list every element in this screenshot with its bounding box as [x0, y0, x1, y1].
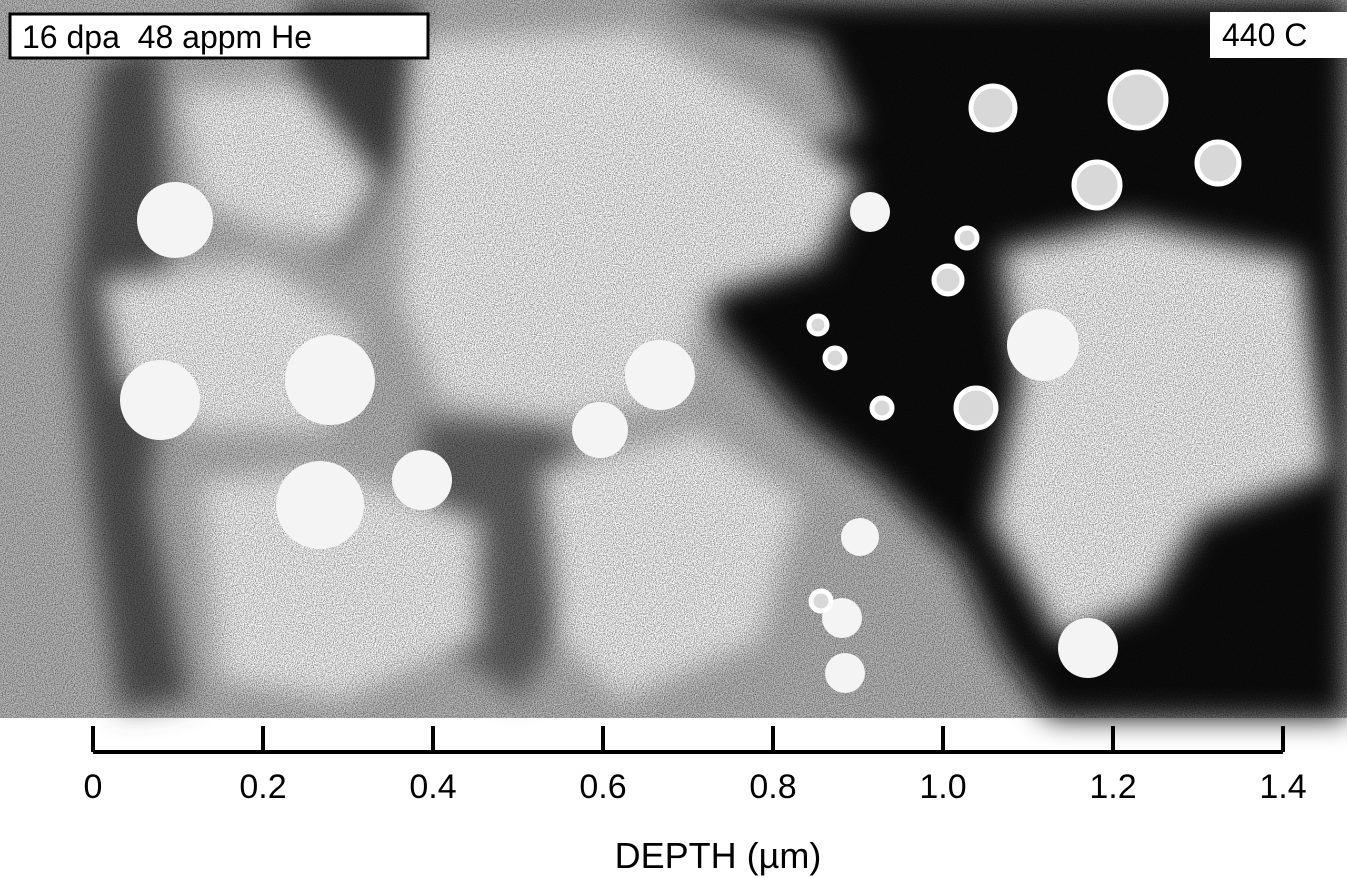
label-box: [8, 12, 430, 60]
scale-label: DEPTH (µm): [615, 835, 822, 876]
tick-label: 1.0: [919, 768, 966, 806]
tick-label: 0.4: [409, 768, 456, 806]
conditions-label: 16 dpa 48 appm He: [22, 19, 312, 55]
micrograph: [0, 0, 1347, 718]
tick-label: 0.2: [239, 768, 286, 806]
tick-label: 0: [84, 768, 103, 806]
tick-label: 0.6: [579, 768, 626, 806]
tick-label: 1.4: [1259, 768, 1306, 806]
tick-label: 0.8: [749, 768, 796, 806]
depth-scale: 0 0.2 0.4 0.6 0.8 1.0 1.2 1.4: [84, 726, 1307, 806]
label-box: [1210, 12, 1347, 58]
temperature-label: 440 C: [1222, 17, 1307, 53]
tick-label: 1.2: [1089, 768, 1136, 806]
